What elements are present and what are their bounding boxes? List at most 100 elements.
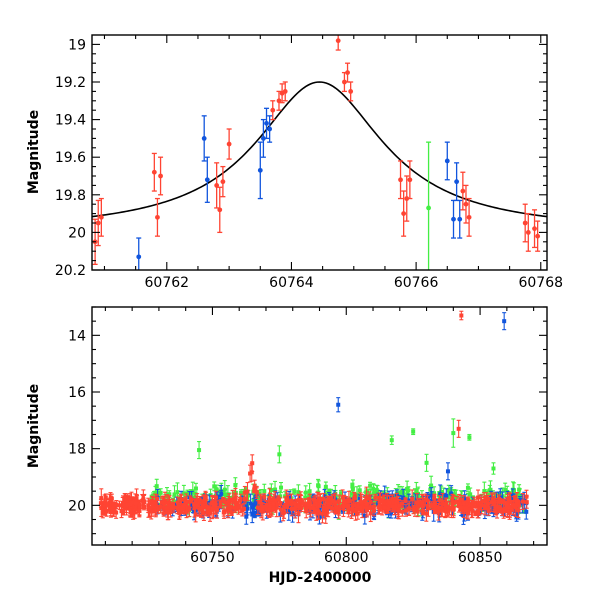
data-point xyxy=(185,491,190,496)
data-point xyxy=(396,507,401,512)
y-tick-label: 19.4 xyxy=(55,113,86,129)
data-point xyxy=(405,486,410,491)
data-point xyxy=(466,214,472,220)
data-point xyxy=(504,502,509,507)
data-point xyxy=(281,511,286,516)
bottom-data-points xyxy=(98,310,529,525)
y-tick-label: 20 xyxy=(68,498,86,514)
data-point xyxy=(125,503,130,508)
data-point xyxy=(532,226,537,232)
data-point xyxy=(200,506,205,511)
y-tick-label: 19 xyxy=(68,37,86,53)
data-point xyxy=(214,487,219,492)
data-point xyxy=(407,177,413,183)
data-point xyxy=(438,492,443,497)
data-point xyxy=(370,502,375,507)
data-point xyxy=(273,498,278,503)
data-point xyxy=(400,497,405,502)
data-point xyxy=(323,484,328,489)
data-point xyxy=(490,497,495,502)
data-point xyxy=(466,503,471,508)
data-point xyxy=(264,120,269,126)
data-point xyxy=(424,511,429,516)
data-point xyxy=(193,486,198,491)
data-point xyxy=(386,507,391,512)
data-point xyxy=(108,496,113,501)
data-point xyxy=(119,509,124,514)
data-point xyxy=(516,503,521,508)
data-point xyxy=(254,500,259,505)
data-point xyxy=(158,504,163,509)
data-point xyxy=(188,490,193,495)
data-point xyxy=(501,507,506,512)
data-point xyxy=(171,499,176,504)
model-curve xyxy=(92,81,547,218)
data-point xyxy=(491,466,496,471)
x-tick-label: 60762 xyxy=(145,275,190,291)
data-point xyxy=(346,504,351,509)
data-point xyxy=(371,491,376,496)
data-point xyxy=(465,485,470,490)
data-point xyxy=(166,503,171,508)
data-point xyxy=(114,510,119,515)
data-point xyxy=(296,498,301,503)
y-tick-label: 19.6 xyxy=(55,150,86,166)
y-tick-label: 20.2 xyxy=(55,263,86,279)
data-point xyxy=(353,509,358,514)
data-point xyxy=(218,500,223,505)
data-point xyxy=(403,498,408,503)
data-point xyxy=(479,500,484,505)
data-point xyxy=(318,498,323,503)
data-point xyxy=(320,511,325,516)
data-point xyxy=(357,488,362,493)
y-tick-label: 16 xyxy=(68,385,86,401)
data-point xyxy=(510,493,515,498)
data-point xyxy=(389,438,394,443)
data-point xyxy=(416,503,421,508)
data-point xyxy=(245,506,250,511)
top-plot-frame xyxy=(91,34,548,271)
data-point xyxy=(257,167,263,173)
data-point xyxy=(258,499,263,504)
data-point xyxy=(410,497,415,502)
data-point xyxy=(296,490,301,495)
data-point xyxy=(363,499,368,504)
data-point xyxy=(187,507,192,512)
data-point xyxy=(404,196,410,201)
data-point xyxy=(378,498,383,503)
data-point xyxy=(493,493,498,498)
data-point xyxy=(382,505,387,510)
data-point xyxy=(104,502,109,507)
data-point xyxy=(214,507,219,512)
data-point xyxy=(184,509,189,514)
data-point xyxy=(377,507,382,512)
data-point xyxy=(389,510,394,515)
data-point xyxy=(336,402,341,407)
data-point xyxy=(98,501,103,506)
data-point xyxy=(520,499,525,504)
data-point xyxy=(217,207,223,213)
data-point xyxy=(354,492,359,497)
data-point xyxy=(489,502,494,507)
data-point xyxy=(316,509,321,514)
data-point xyxy=(335,38,341,44)
data-point xyxy=(238,497,243,502)
data-point xyxy=(127,502,132,507)
data-point xyxy=(466,498,471,503)
top-y-axis-label: Magnitude xyxy=(26,110,42,194)
data-point xyxy=(451,431,456,436)
data-point xyxy=(357,496,362,501)
data-point xyxy=(128,510,133,515)
data-point xyxy=(411,507,416,512)
data-point xyxy=(104,509,109,514)
data-point xyxy=(193,512,198,517)
data-point xyxy=(124,497,129,502)
data-point xyxy=(437,497,442,502)
data-point xyxy=(509,507,514,512)
data-point xyxy=(151,169,157,175)
data-point xyxy=(401,211,407,217)
data-point xyxy=(429,502,434,507)
data-point xyxy=(229,510,234,515)
data-point xyxy=(285,503,290,508)
data-point xyxy=(406,507,411,512)
